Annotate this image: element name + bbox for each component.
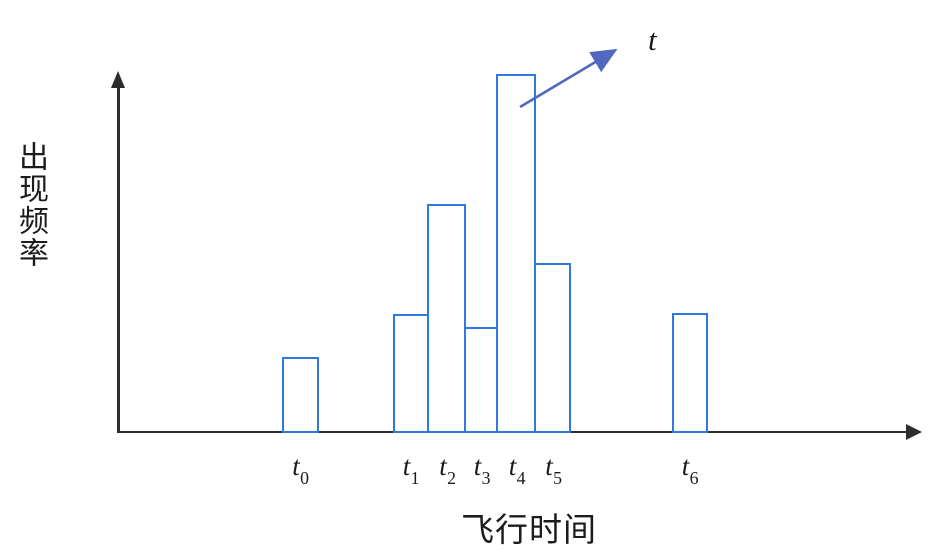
- y-axis-line: [117, 86, 120, 433]
- tick-subscript: 4: [516, 467, 526, 488]
- y-axis-arrowhead-icon: [111, 71, 125, 88]
- annotation-label: t: [648, 22, 657, 57]
- tick-subscript: 0: [300, 467, 310, 488]
- bar-t4: [495, 73, 536, 433]
- x-axis-arrowhead-icon: [906, 423, 922, 440]
- tick-base: t: [473, 451, 482, 481]
- tick-label-t0: t0: [292, 451, 310, 488]
- tick-label-t5: t5: [545, 451, 563, 488]
- annotation-arrow-icon: [519, 48, 618, 109]
- bar-t2: [426, 203, 466, 433]
- tick-label-t1: t1: [402, 451, 420, 488]
- bar-t6: [672, 312, 708, 433]
- bar-t0: [282, 356, 319, 433]
- tick-subscript: 1: [410, 467, 420, 488]
- tick-base: t: [439, 451, 447, 481]
- tick-label-t4: t4: [508, 451, 526, 488]
- tick-subscript: 2: [447, 467, 457, 488]
- tick-base: t: [545, 451, 553, 481]
- tick-label-t6: t6: [681, 451, 699, 488]
- tick-label-t3: t3: [473, 451, 491, 488]
- bar-t3: [463, 326, 498, 433]
- bar-t5: [533, 262, 571, 433]
- tick-subscript: 3: [481, 467, 491, 488]
- tick-base: t: [292, 451, 300, 481]
- bar-t1: [393, 313, 429, 433]
- tick-subscript: 5: [553, 467, 563, 488]
- tick-base: t: [681, 451, 690, 481]
- x-axis-title: 飞行时间: [461, 513, 597, 549]
- tick-base: t: [402, 451, 411, 481]
- tick-label-t2: t2: [439, 451, 457, 488]
- tick-subscript: 6: [689, 467, 699, 488]
- tick-base: t: [508, 451, 517, 481]
- y-axis-label: 出现频率: [14, 141, 47, 269]
